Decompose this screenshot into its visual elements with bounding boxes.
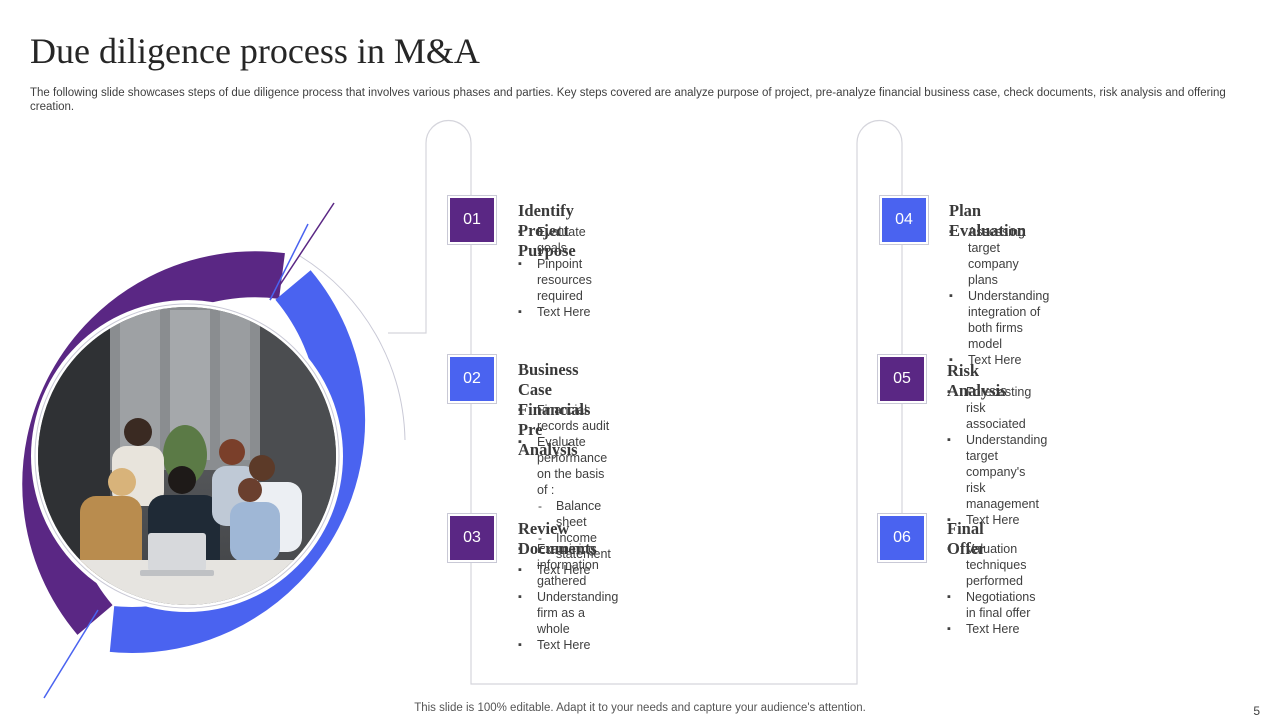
slide-footer: This slide is 100% editable. Adapt it to… <box>414 702 866 714</box>
step-point: Pinpoint resources required <box>518 256 592 304</box>
step-number-badge: 05 <box>880 357 924 401</box>
step-points: Valuation techniques performed Negotiati… <box>947 541 1036 637</box>
diagonal-line-bottom <box>43 609 99 699</box>
slide-subtitle: The following slide showcases steps of d… <box>30 87 1226 113</box>
team-meeting-photo <box>38 307 336 605</box>
step-number-badge: 02 <box>450 357 494 401</box>
step-point: Valuation techniques performed <box>947 541 1036 589</box>
step-point-continuation: management <box>966 497 1039 511</box>
ring-thin-outline <box>299 255 406 441</box>
slide-title: Due diligence process in M&A <box>30 31 480 71</box>
step-points: Examining information gathered Understan… <box>518 541 618 653</box>
step-point: Text Here <box>518 637 618 653</box>
step-number-badge: 01 <box>450 198 494 242</box>
step-points: Forecasting risk associated Understandin… <box>947 384 1047 528</box>
step-subpoint: Balance sheet <box>518 498 611 530</box>
step-point: Assessing target company plans <box>949 224 1049 288</box>
step-number-badge: 06 <box>880 516 924 560</box>
step-point: Forecasting risk associated <box>947 384 1047 432</box>
step-point: Negotiations in final offer <box>947 589 1036 621</box>
step-point: Text Here <box>518 304 592 320</box>
step-point: Understanding firm as a whole <box>518 589 618 637</box>
step-point: Financial records audit <box>518 402 611 434</box>
step-point: Evaluate goals <box>518 224 592 256</box>
step-points: Assessing target company plans Understan… <box>949 224 1049 368</box>
step-point: Evaluate performance on the basis of : <box>518 434 611 498</box>
step-point: Text Here <box>947 621 1036 637</box>
step-point: Text Here <box>949 352 1049 368</box>
step-points: Evaluate goals Pinpoint resources requir… <box>518 224 592 320</box>
diagonal-line-top-blue <box>269 223 309 301</box>
step-point: Understanding target company's risk <box>947 432 1047 496</box>
step-point: Text Here <box>947 512 1047 528</box>
step-number-badge: 03 <box>450 516 494 560</box>
step-point: Understanding integration of both firms … <box>949 288 1049 352</box>
step-point: Examining information gathered <box>518 541 618 589</box>
diagonal-line-top <box>269 202 335 301</box>
page-number: 5 <box>1253 704 1260 718</box>
step-number-badge: 04 <box>882 198 926 242</box>
connector-track <box>388 119 903 685</box>
